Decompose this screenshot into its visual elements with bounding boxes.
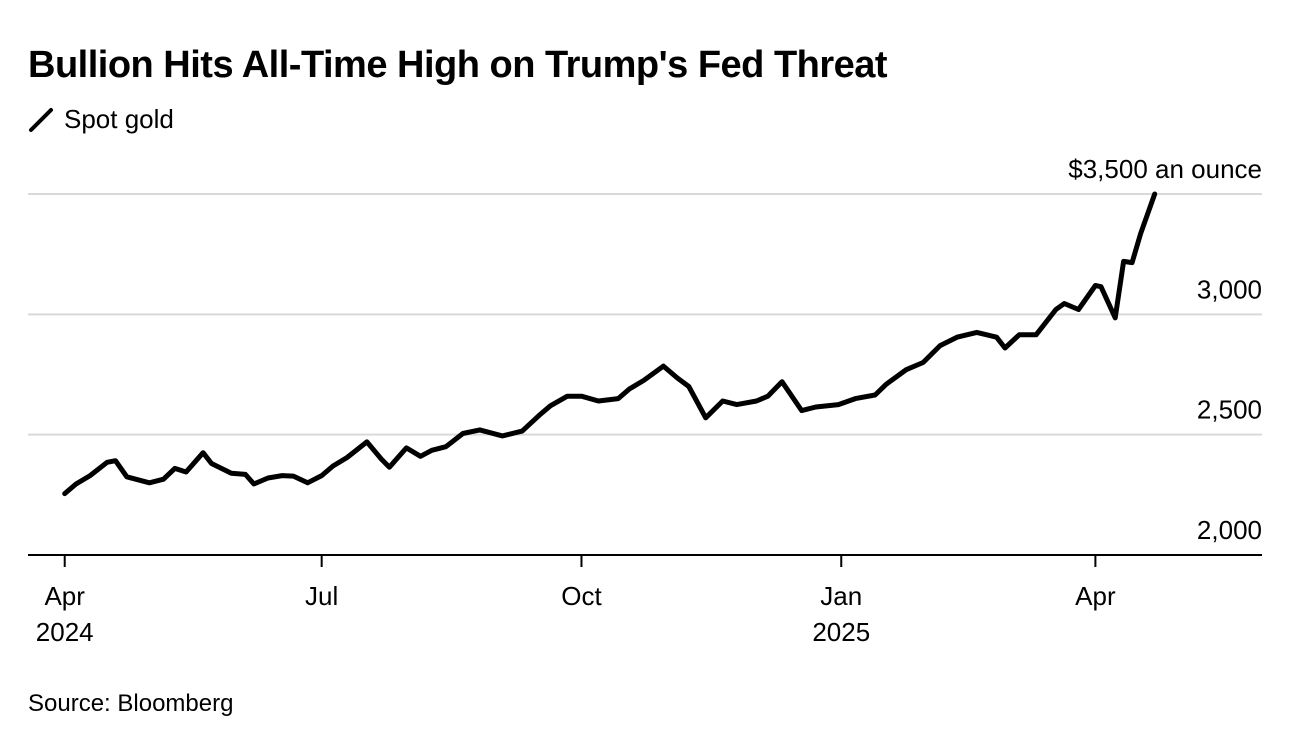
legend: Spot gold xyxy=(28,104,174,135)
line-chart: 2,000 2,500 3,000 $3,500 an ounce Apr 2024 Ju… xyxy=(28,154,1262,647)
series-layer xyxy=(62,191,1158,497)
x-tick-label-3: Jan xyxy=(820,581,862,611)
x-tick-label-2: Oct xyxy=(561,581,602,611)
legend-line-swatch xyxy=(29,107,53,132)
x-tick-label-4: Apr xyxy=(1075,581,1116,611)
series-line-spot-gold xyxy=(62,191,1158,497)
y-tick-label-2000: 2,000 xyxy=(1197,515,1262,545)
x-tick-year-0: 2024 xyxy=(36,617,94,647)
y-tick-label-3000: 3,000 xyxy=(1197,274,1262,304)
source-note: Source: Bloomberg xyxy=(28,690,234,717)
x-tick-label-1: Jul xyxy=(305,581,338,611)
y-axis-labels: 2,000 2,500 3,000 $3,500 an ounce xyxy=(1068,154,1262,545)
x-tick-year-3: 2025 xyxy=(812,617,870,647)
x-axis: Apr 2024 Jul Oct Jan 2025 Apr xyxy=(36,555,1116,647)
y-tick-label-3500: $3,500 an ounce xyxy=(1068,154,1262,184)
x-tick-label-0: Apr xyxy=(44,581,85,611)
legend-label-spot-gold: Spot gold xyxy=(64,104,174,134)
chart-title: Bullion Hits All-Time High on Trump's Fe… xyxy=(28,44,888,86)
y-tick-label-2500: 2,500 xyxy=(1197,395,1262,425)
grid-lines xyxy=(28,193,1262,556)
